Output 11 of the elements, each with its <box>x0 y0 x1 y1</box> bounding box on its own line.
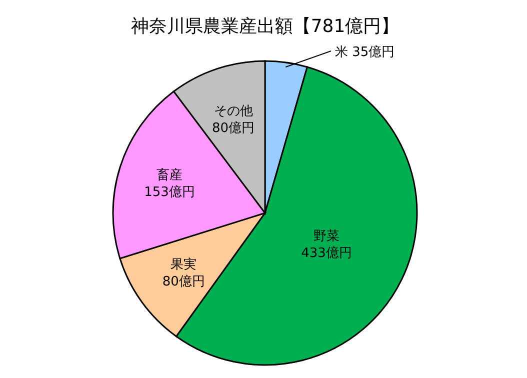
slice-label: その他 <box>214 104 253 119</box>
data-label: 80億円 <box>212 120 255 136</box>
data-label: 80億円 <box>162 274 205 290</box>
chart-title: 神奈川県農業産出額【781億円】 <box>130 16 400 37</box>
slice-label: 果実 <box>170 256 197 273</box>
data-label: 433億円 <box>301 246 352 261</box>
slice-label: 畜産 <box>156 167 183 184</box>
data-label: 35億円 <box>352 45 395 60</box>
slice-label: 野菜 <box>314 228 340 244</box>
slice-label: 米 <box>335 45 348 60</box>
data-label: 153億円 <box>144 185 195 200</box>
